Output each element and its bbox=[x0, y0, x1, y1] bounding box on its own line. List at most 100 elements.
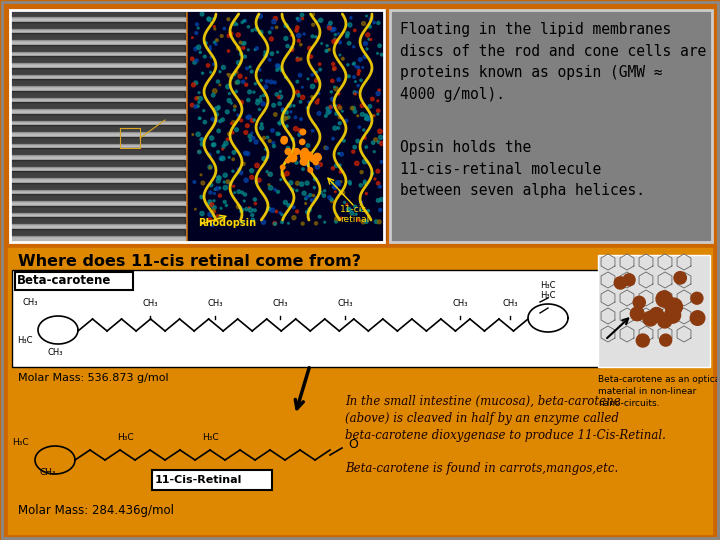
Circle shape bbox=[192, 37, 193, 38]
Circle shape bbox=[236, 205, 240, 208]
Circle shape bbox=[253, 91, 255, 93]
Circle shape bbox=[354, 110, 356, 113]
Circle shape bbox=[246, 67, 248, 70]
Text: Molar Mass: 536.873 g/mol: Molar Mass: 536.873 g/mol bbox=[18, 373, 168, 383]
Circle shape bbox=[349, 183, 351, 185]
Circle shape bbox=[251, 118, 254, 123]
Circle shape bbox=[366, 15, 367, 17]
Circle shape bbox=[223, 185, 228, 190]
Bar bbox=[10, 132, 185, 137]
Circle shape bbox=[232, 158, 235, 160]
Circle shape bbox=[283, 116, 286, 119]
Circle shape bbox=[311, 74, 313, 76]
Bar bbox=[10, 137, 185, 144]
Circle shape bbox=[350, 17, 352, 19]
Circle shape bbox=[269, 139, 271, 143]
Circle shape bbox=[230, 76, 233, 79]
Circle shape bbox=[300, 129, 306, 135]
Circle shape bbox=[297, 33, 301, 38]
Circle shape bbox=[330, 199, 333, 202]
Circle shape bbox=[207, 153, 211, 157]
Text: Floating in the lipid membranes
discs of the rod and cone cells are
proteins kno: Floating in the lipid membranes discs of… bbox=[400, 22, 706, 102]
Circle shape bbox=[631, 307, 644, 321]
Circle shape bbox=[274, 113, 277, 116]
Circle shape bbox=[215, 107, 218, 111]
Circle shape bbox=[335, 220, 338, 223]
Circle shape bbox=[240, 119, 243, 122]
Bar bbox=[10, 213, 185, 217]
Circle shape bbox=[334, 38, 336, 40]
Circle shape bbox=[364, 118, 367, 120]
Text: Where does 11-cis retinal come from?: Where does 11-cis retinal come from? bbox=[18, 254, 361, 269]
Circle shape bbox=[343, 139, 345, 142]
Bar bbox=[8, 248, 712, 534]
Circle shape bbox=[305, 197, 307, 200]
Circle shape bbox=[264, 148, 267, 150]
Circle shape bbox=[241, 221, 243, 223]
Circle shape bbox=[248, 208, 253, 212]
Circle shape bbox=[335, 191, 336, 193]
Text: 11-Cis-Retinal: 11-Cis-Retinal bbox=[155, 475, 243, 485]
Circle shape bbox=[286, 146, 290, 150]
Circle shape bbox=[228, 157, 230, 158]
Circle shape bbox=[275, 26, 278, 29]
Text: CH₃: CH₃ bbox=[272, 299, 288, 308]
Text: Opsin holds the
11-cis-retinal molecule
between seven alpha helices.: Opsin holds the 11-cis-retinal molecule … bbox=[400, 140, 645, 198]
Circle shape bbox=[264, 85, 268, 89]
Circle shape bbox=[296, 210, 299, 213]
Circle shape bbox=[319, 18, 323, 22]
Circle shape bbox=[338, 153, 340, 154]
Circle shape bbox=[269, 31, 271, 33]
Circle shape bbox=[261, 220, 266, 224]
Circle shape bbox=[211, 22, 212, 24]
Circle shape bbox=[300, 150, 307, 157]
Text: CH₃: CH₃ bbox=[22, 298, 37, 307]
Circle shape bbox=[300, 100, 302, 103]
Circle shape bbox=[365, 220, 368, 224]
Circle shape bbox=[337, 127, 340, 129]
Circle shape bbox=[212, 93, 215, 97]
Circle shape bbox=[270, 52, 274, 56]
Circle shape bbox=[271, 27, 274, 29]
Circle shape bbox=[217, 217, 221, 221]
Circle shape bbox=[241, 21, 243, 23]
Circle shape bbox=[218, 107, 220, 110]
Circle shape bbox=[290, 111, 292, 113]
Circle shape bbox=[220, 158, 222, 160]
Circle shape bbox=[294, 126, 298, 131]
Circle shape bbox=[222, 65, 225, 70]
Circle shape bbox=[355, 161, 359, 166]
Bar bbox=[10, 40, 185, 44]
Circle shape bbox=[281, 173, 284, 177]
Circle shape bbox=[292, 138, 294, 141]
Circle shape bbox=[261, 123, 263, 125]
Circle shape bbox=[223, 28, 225, 30]
Circle shape bbox=[266, 136, 269, 139]
Circle shape bbox=[324, 146, 328, 150]
Circle shape bbox=[357, 72, 360, 75]
Circle shape bbox=[329, 105, 332, 109]
Circle shape bbox=[248, 134, 252, 138]
Circle shape bbox=[359, 184, 362, 187]
Circle shape bbox=[250, 169, 253, 173]
Circle shape bbox=[287, 116, 290, 119]
Bar bbox=[10, 171, 185, 178]
Circle shape bbox=[358, 70, 361, 72]
Circle shape bbox=[284, 76, 287, 79]
Circle shape bbox=[271, 129, 274, 132]
Circle shape bbox=[304, 152, 311, 159]
Circle shape bbox=[220, 207, 222, 209]
Circle shape bbox=[260, 126, 264, 130]
Circle shape bbox=[268, 173, 270, 176]
Circle shape bbox=[331, 167, 335, 170]
Circle shape bbox=[258, 30, 263, 35]
Circle shape bbox=[380, 53, 383, 56]
Circle shape bbox=[306, 144, 310, 147]
Circle shape bbox=[319, 68, 322, 71]
Circle shape bbox=[267, 207, 271, 211]
Circle shape bbox=[316, 71, 318, 73]
Circle shape bbox=[194, 105, 197, 109]
Circle shape bbox=[210, 223, 214, 226]
Circle shape bbox=[252, 137, 255, 139]
Text: CH₃: CH₃ bbox=[48, 348, 63, 357]
